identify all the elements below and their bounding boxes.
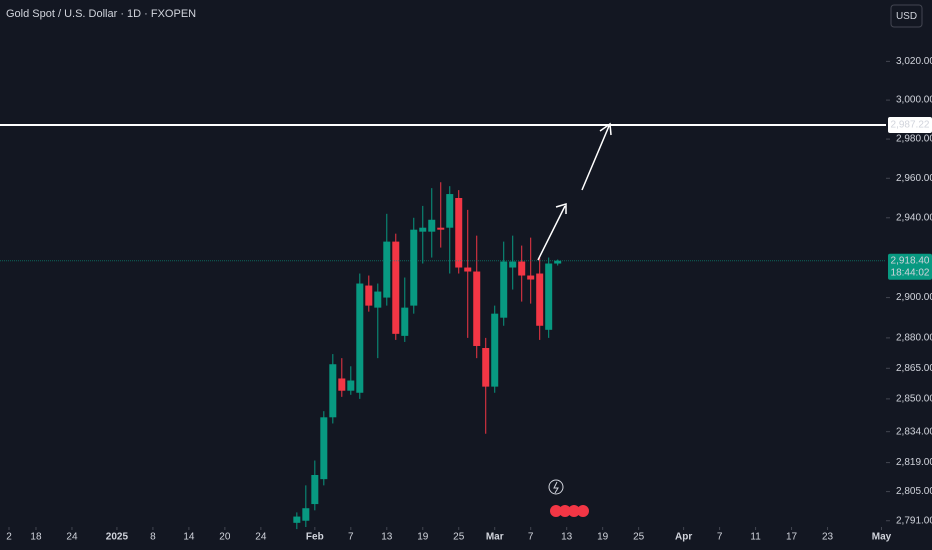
y-tick-label: 2,834.00	[896, 426, 932, 437]
x-tick-label: 19	[597, 532, 609, 543]
x-tick-label: 17	[786, 532, 798, 543]
y-tick-label: 3,000.00	[896, 95, 932, 106]
currency-button[interactable]	[890, 4, 923, 28]
x-tick-label: 20	[219, 532, 231, 543]
y-tick-label: 2,980.00	[896, 134, 932, 145]
chart-title: Gold Spot / U.S. Dollar · 1D · FXOPEN	[6, 8, 196, 20]
x-tick-label: 7	[348, 532, 354, 543]
x-tick-label: 11	[750, 532, 761, 543]
candle-body	[473, 271, 481, 346]
x-tick-label: 13	[561, 532, 573, 543]
candle-body	[545, 263, 553, 330]
x-tick-label: 25	[633, 532, 645, 543]
y-tick-label: 2,900.00	[896, 292, 932, 303]
candle-body	[374, 291, 382, 308]
y-tick-label: 2,960.00	[896, 173, 932, 184]
currency-label[interactable]: USD	[896, 11, 917, 22]
candle-body	[419, 227, 427, 232]
candle-body	[338, 378, 346, 391]
candle-body	[527, 275, 535, 280]
y-tick-label: 2,850.00	[896, 394, 932, 405]
candle-body	[536, 273, 544, 326]
last-price-box	[888, 253, 932, 280]
candle-body	[437, 227, 445, 230]
candle-body	[554, 260, 562, 264]
arrows	[537, 122, 612, 261]
x-tick-label: 25	[453, 532, 465, 543]
candle-body	[383, 241, 391, 298]
x-tick-label: May	[872, 532, 892, 543]
x-tick-label: 24	[255, 532, 267, 543]
candle-body	[455, 198, 463, 268]
candle-body	[464, 267, 472, 272]
y-tick-label: 2,805.00	[896, 486, 932, 497]
candle-body	[482, 348, 490, 387]
candle-body	[428, 219, 436, 232]
candle-body	[500, 261, 508, 318]
x-tick-label: Apr	[675, 532, 692, 543]
y-tick-label: 2,865.00	[896, 363, 932, 374]
x-tick-label: Feb	[306, 532, 324, 543]
x-tick-label: 7	[717, 532, 723, 543]
hline-box	[888, 116, 932, 133]
candle-body	[320, 417, 328, 480]
x-tick-label: 8	[150, 532, 156, 543]
candle-body	[356, 283, 364, 393]
x-tick-label: Mar	[486, 532, 504, 543]
x-tick-label: 18	[30, 532, 42, 543]
last-price-label: 2,918.40	[891, 255, 930, 266]
x-tick-label: 23	[822, 532, 834, 543]
y-tick-label: 2,819.00	[896, 457, 932, 468]
hline-label: 2,987.22	[891, 120, 930, 131]
candle-body	[392, 241, 400, 334]
y-tick-label: 3,020.00	[896, 56, 932, 67]
candle-body	[302, 508, 310, 521]
event-icons	[548, 479, 589, 517]
x-tick-label: 2025	[106, 532, 129, 543]
y-tick-label: 2,940.00	[896, 212, 932, 223]
candle-body	[329, 364, 337, 418]
x-tick-label: 14	[183, 532, 195, 543]
candle-body	[446, 194, 454, 228]
candle-body	[293, 516, 301, 523]
candle-body	[518, 261, 526, 276]
candle-body	[365, 285, 373, 306]
candle-body	[509, 261, 517, 268]
x-tick-label: 13	[381, 532, 393, 543]
candle-body	[401, 307, 409, 336]
x-tick-label: 24	[66, 532, 78, 543]
y-tick-label: 2,880.00	[896, 333, 932, 344]
x-tick-label: 7	[528, 532, 534, 543]
candle-body	[491, 313, 499, 387]
x-tick-label: 19	[417, 532, 429, 543]
candle-body	[347, 380, 355, 391]
y-tick-label: 2,791.00	[896, 515, 932, 526]
x-tick-label: 2	[6, 532, 12, 543]
candle-body	[311, 475, 319, 505]
countdown: 18:44:02	[891, 267, 930, 278]
candle-body	[410, 229, 418, 306]
